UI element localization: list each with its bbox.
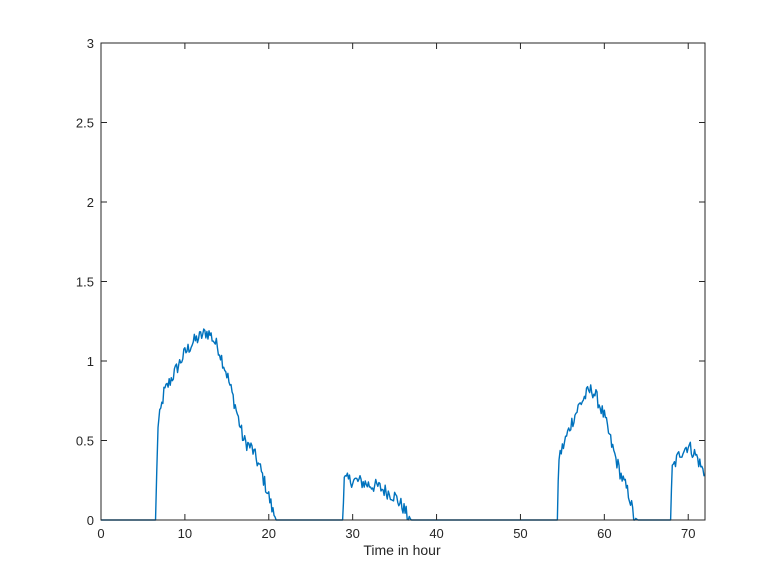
x-tick-label: 60 <box>597 526 611 541</box>
y-tick-label: 0.5 <box>76 434 94 449</box>
series-line-0 <box>101 328 706 521</box>
plot-background <box>101 43 705 520</box>
y-tick-label: 2 <box>87 195 94 210</box>
x-tick-label: 30 <box>345 526 359 541</box>
plot-area <box>101 43 705 520</box>
y-tick-label: 1 <box>87 354 94 369</box>
axes-layer: 0 10 20 30 40 50 60 70 0 0.5 1 1.5 2 2.5 3 <box>76 36 706 541</box>
y-tick-label: 1.5 <box>76 275 94 290</box>
x-tick-label: 70 <box>681 526 695 541</box>
x-tick-label: 0 <box>97 526 104 541</box>
y-tick-label: 0 <box>87 513 94 528</box>
x-tick-label: 50 <box>513 526 527 541</box>
series-layer <box>101 328 706 521</box>
x-tick-label: 20 <box>262 526 276 541</box>
y-tick-label: 3 <box>87 36 94 51</box>
x-tick-label: 40 <box>429 526 443 541</box>
y-tick-label: 2.5 <box>76 116 94 131</box>
x-axis-title: Time in hour <box>363 542 441 558</box>
x-tick-label: 10 <box>178 526 192 541</box>
